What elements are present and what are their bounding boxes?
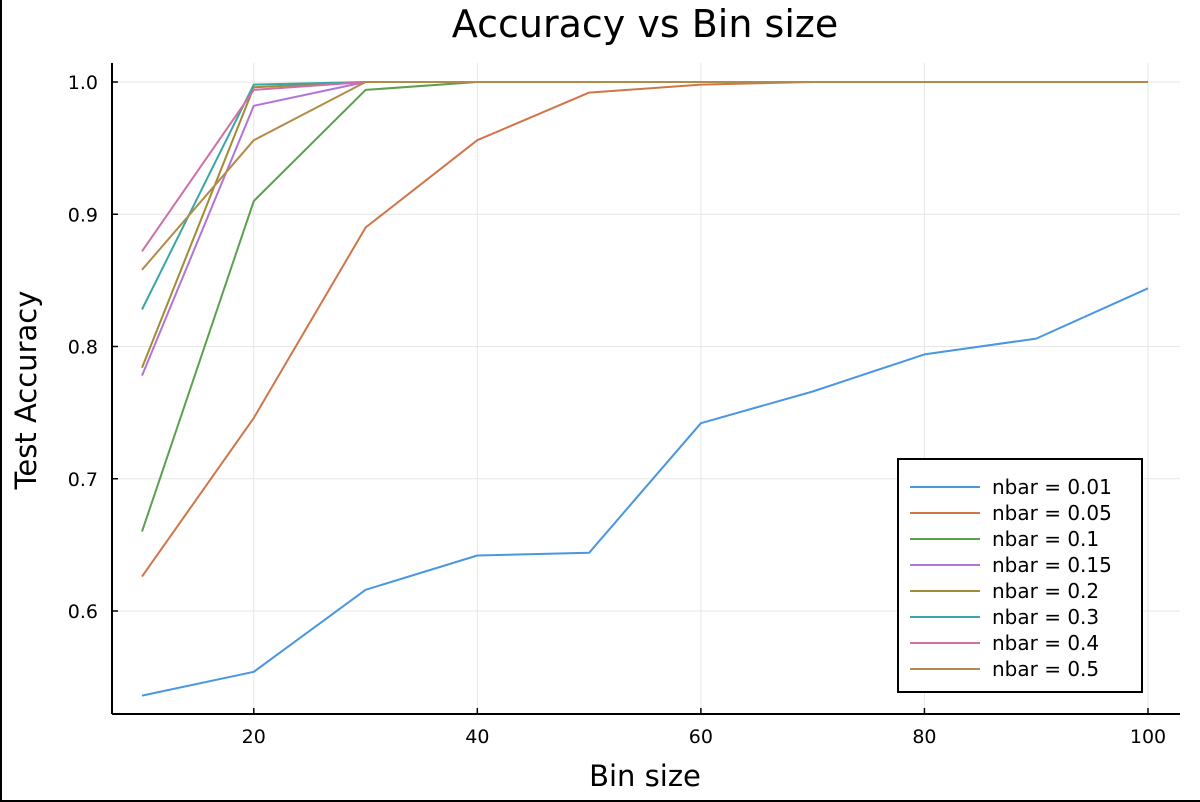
x-tick-label: 100	[1130, 726, 1166, 748]
series-line	[141, 81, 1148, 369]
y-axis-title: Test Accuracy	[9, 291, 43, 491]
series-line	[141, 81, 1148, 376]
x-axis-title: Bin size	[589, 759, 701, 793]
y-tick-label: 0.8	[68, 337, 98, 359]
legend-label: nbar = 0.4	[992, 631, 1099, 655]
series-lines	[141, 81, 1149, 697]
y-tick-label: 0.7	[68, 469, 98, 491]
legend-label: nbar = 0.05	[992, 501, 1112, 525]
x-tick-label: 60	[689, 726, 713, 748]
legend-label: nbar = 0.2	[992, 579, 1099, 603]
y-tick-label: 0.6	[68, 601, 98, 623]
y-tick-label: 0.9	[68, 204, 98, 226]
chart-title: Accuracy vs Bin size	[452, 2, 838, 46]
legend-label: nbar = 0.01	[992, 475, 1112, 499]
series-line	[141, 287, 1149, 697]
x-tick-label: 40	[465, 726, 489, 748]
axes	[111, 63, 1180, 715]
legend-label: nbar = 0.1	[992, 527, 1099, 551]
tick-labels: 20 40 60 80 100 0.6 0.7 0.8 0.9 1.0	[68, 72, 1166, 748]
legend-label: nbar = 0.15	[992, 553, 1112, 577]
series-line	[141, 81, 1148, 310]
legend-label: nbar = 0.3	[992, 605, 1099, 629]
series-line	[141, 81, 1148, 252]
legend-box	[897, 458, 1143, 693]
x-tick-label: 20	[242, 726, 266, 748]
series-line	[141, 81, 1148, 271]
y-tick-label: 1.0	[68, 72, 98, 94]
legend-label: nbar = 0.5	[992, 657, 1099, 681]
x-tick-label: 80	[912, 726, 936, 748]
